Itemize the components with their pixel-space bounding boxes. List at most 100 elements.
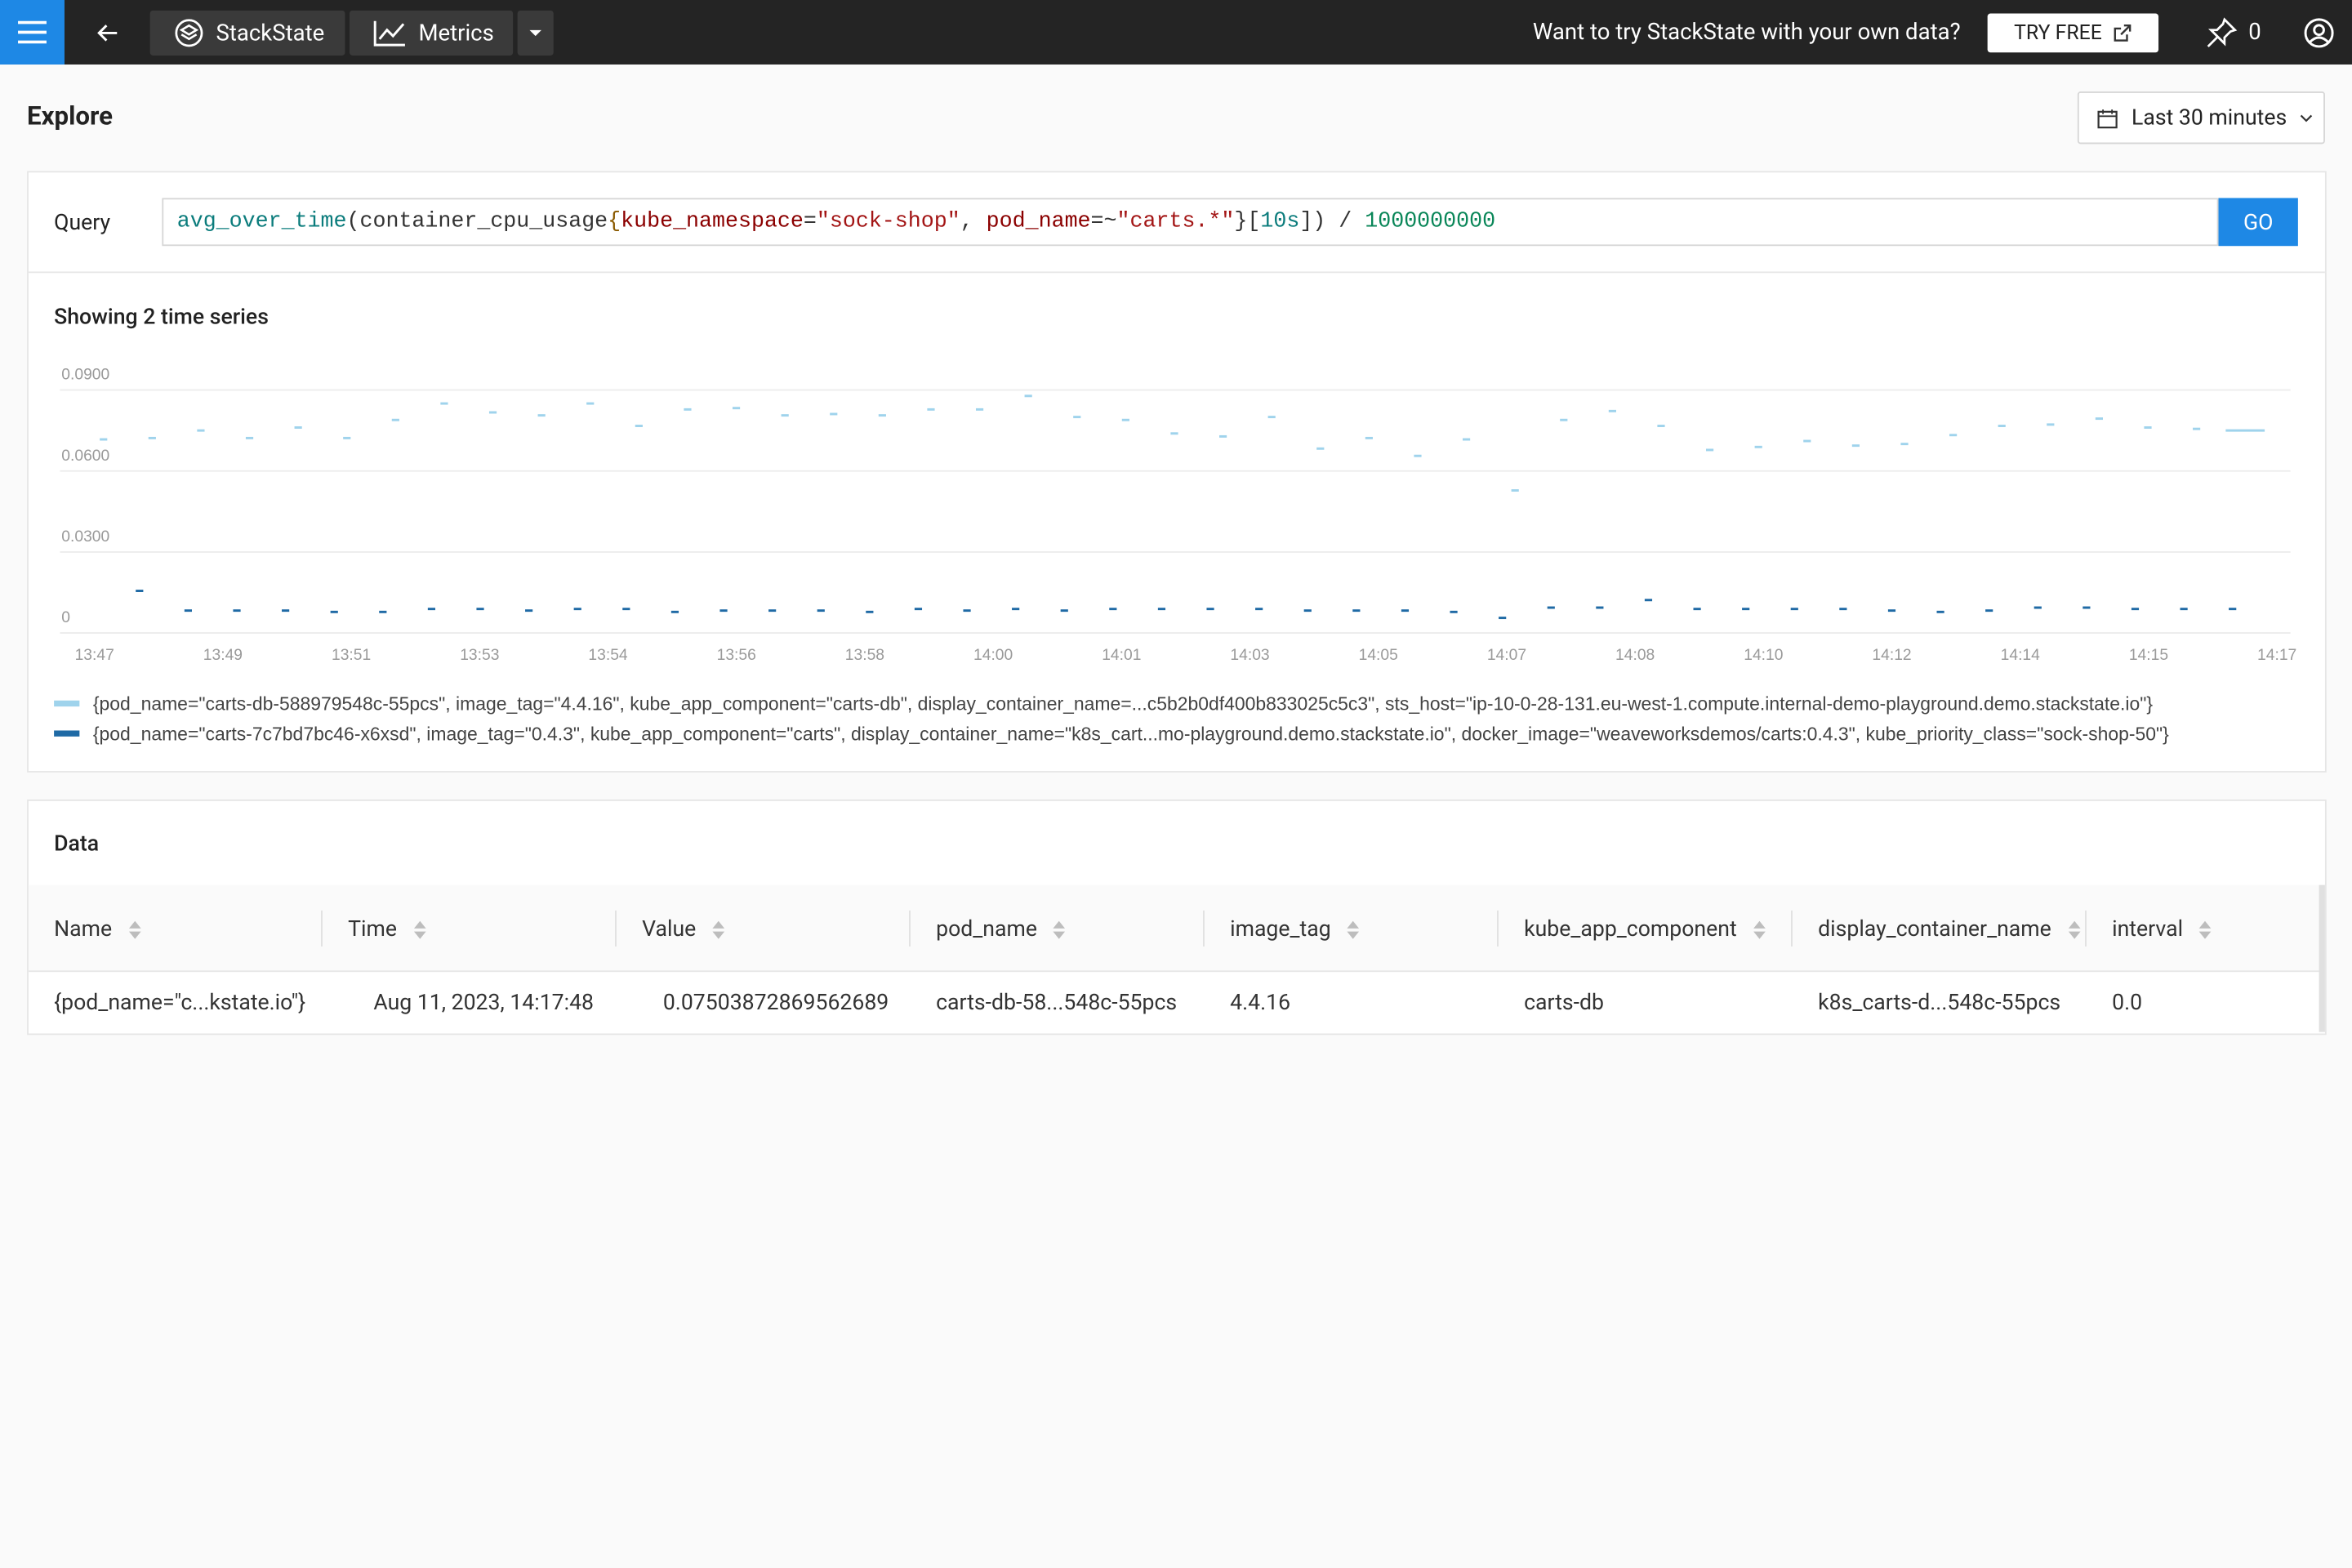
query-token: = — [803, 210, 817, 234]
y-tick-label: 0.0300 — [61, 528, 109, 546]
query-token: kube_namespace — [621, 210, 804, 234]
legend-label: {pod_name="carts-db-588979548c-55pcs", i… — [93, 693, 2154, 715]
sort-arrows — [1347, 920, 1360, 938]
try-free-label: TRY FREE — [2014, 20, 2102, 46]
x-tick-label: 14:15 — [2129, 647, 2168, 664]
brand-tab[interactable]: StackState — [149, 10, 345, 56]
column-separator — [909, 910, 911, 947]
scrollbar — [2319, 884, 2325, 1032]
sort-arrows — [712, 920, 725, 938]
sort-arrows — [2199, 920, 2212, 938]
query-token: "sock-shop" — [816, 210, 960, 234]
go-button[interactable]: GO — [2218, 198, 2298, 247]
column-header-label: kube_app_component — [1524, 916, 1737, 942]
x-tick-label: 13:47 — [75, 647, 114, 664]
section-tab[interactable]: Metrics — [349, 10, 514, 56]
query-token: ]) / — [1299, 210, 1365, 234]
try-free-button[interactable]: TRY FREE — [1987, 13, 2159, 53]
sort-arrows — [1753, 920, 1766, 938]
table-header — [28, 884, 2321, 973]
caret — [2299, 114, 2312, 122]
x-tick-label: 14:07 — [1487, 647, 1526, 664]
query-token: 10s — [1260, 210, 1300, 234]
sort-arrows — [128, 920, 140, 938]
column-header-label: image_tag — [1230, 916, 1331, 942]
column-separator — [1497, 910, 1499, 947]
x-tick-label: 14:17 — [2257, 647, 2296, 664]
x-tick-label: 14:14 — [2001, 647, 2040, 664]
table-cell: carts-db — [1524, 990, 1605, 1016]
query-token: , — [960, 210, 987, 234]
sort-icon — [1054, 920, 1066, 938]
column-separator — [1791, 910, 1793, 947]
x-tick-label: 13:54 — [588, 647, 627, 664]
column-header[interactable]: display_container_name — [1818, 916, 2081, 942]
column-header[interactable]: Value — [642, 916, 726, 942]
column-separator — [1203, 910, 1205, 947]
query-token: "carts.*" — [1116, 210, 1235, 234]
x-tick-label: 13:49 — [203, 647, 243, 664]
table-title: Data — [54, 831, 100, 857]
calendar-icon — [2097, 109, 2118, 128]
logo — [175, 19, 203, 47]
section-dropdown[interactable] — [517, 10, 554, 56]
time-range-label: Last 30 minutes — [2131, 105, 2287, 131]
column-header-label: Time — [348, 916, 397, 942]
menu-button[interactable] — [0, 0, 65, 65]
column-separator — [321, 910, 323, 947]
sort-arrows — [413, 920, 425, 938]
sort-icon — [128, 920, 140, 938]
query-token: { — [608, 210, 621, 234]
column-header-label: display_container_name — [1818, 916, 2051, 942]
promo-text: Want to try StackState with your own dat… — [1532, 18, 1961, 46]
pin-icon[interactable] — [2205, 16, 2238, 49]
sort-arrows — [2067, 920, 2080, 938]
divider — [28, 271, 2325, 274]
y-tick-label: 0.0600 — [61, 448, 109, 465]
sort-icon — [2199, 920, 2212, 938]
column-separator — [615, 910, 617, 947]
query-token: pod_name — [986, 210, 1091, 234]
x-tick-label: 14:12 — [1872, 647, 1911, 664]
legend-swatch — [54, 730, 80, 737]
sort-icon — [712, 920, 725, 938]
column-header[interactable]: interval — [2112, 916, 2213, 942]
sort-icon — [413, 920, 425, 938]
table-cell: {pod_name="c...kstate.io"} — [54, 990, 306, 1016]
x-tick-label: 14:03 — [1230, 647, 1269, 664]
column-header[interactable]: Time — [348, 916, 427, 942]
column-header-label: pod_name — [936, 916, 1037, 942]
sort-icon — [1753, 920, 1766, 938]
query-input[interactable]: avg_over_time(container_cpu_usage{kube_n… — [162, 198, 2219, 247]
sort-icon — [1347, 920, 1360, 938]
column-header[interactable]: pod_name — [936, 916, 1067, 942]
query-token: =~ — [1090, 210, 1117, 234]
x-tick-label: 14:08 — [1615, 647, 1655, 664]
column-header[interactable]: image_tag — [1230, 916, 1361, 942]
column-header[interactable]: Name — [54, 916, 142, 942]
time-range-picker[interactable]: Last 30 minutes — [2077, 91, 2325, 145]
query-token: }[ — [1234, 210, 1261, 234]
table-cell: k8s_carts-d...548c-55pcs — [1818, 990, 2061, 1016]
user-icon[interactable] — [2302, 16, 2335, 49]
menu-icon — [18, 20, 47, 44]
table-cell: 0.07503872869562689 — [662, 990, 889, 1016]
x-tick-label: 14:01 — [1102, 647, 1141, 664]
metrics-icon — [373, 20, 405, 47]
back-button[interactable] — [93, 18, 123, 48]
chart: 0.0900 0.0600 0.0300 0 13:47 13:49 13:51 13:53 1… — [54, 367, 2296, 744]
query-token: 1000000000 — [1365, 210, 1496, 234]
column-header[interactable]: kube_app_component — [1524, 916, 1766, 942]
sort-arrows — [1054, 920, 1066, 938]
x-tick-label: 14:05 — [1359, 647, 1398, 664]
table-cell: 4.4.16 — [1230, 990, 1291, 1016]
legend-label: {pod_name="carts-7c7bd7bc46-x6xsd", imag… — [93, 723, 2169, 744]
table-cell: carts-db-58...548c-55pcs — [936, 990, 1178, 1016]
y-tick-label: 0 — [61, 609, 70, 626]
query-token: avg_over_time — [176, 210, 347, 234]
caret — [529, 29, 542, 36]
x-tick-label: 13:51 — [332, 647, 371, 664]
legend-swatch — [54, 700, 80, 707]
x-tick-label: 14:10 — [1744, 647, 1783, 664]
